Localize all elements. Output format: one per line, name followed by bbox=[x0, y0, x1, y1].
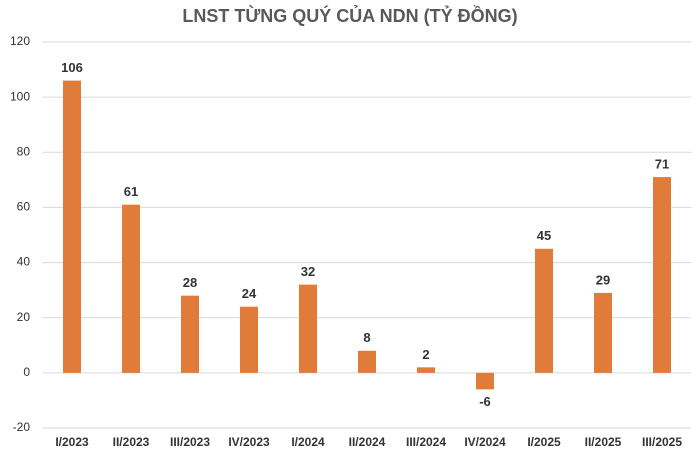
x-tick-label: I/2024 bbox=[291, 435, 325, 449]
x-tick-label: I/2025 bbox=[527, 435, 561, 449]
x-tick-label: III/2024 bbox=[406, 435, 446, 449]
y-tick-label: 20 bbox=[17, 310, 31, 324]
bar bbox=[358, 350, 376, 373]
value-label: 71 bbox=[655, 157, 669, 172]
value-label: 28 bbox=[183, 275, 197, 290]
bar bbox=[653, 177, 671, 373]
y-tick-label: 0 bbox=[23, 365, 30, 379]
value-label: 61 bbox=[124, 184, 138, 199]
bar bbox=[594, 292, 612, 373]
y-tick-label: 120 bbox=[10, 34, 30, 48]
value-label: 8 bbox=[363, 330, 370, 345]
x-tick-label: III/2025 bbox=[642, 435, 682, 449]
bar bbox=[476, 372, 494, 390]
value-label: 24 bbox=[242, 286, 257, 301]
value-label: 45 bbox=[537, 228, 551, 243]
bar bbox=[240, 306, 258, 373]
bar bbox=[122, 204, 140, 373]
y-tick-label: 100 bbox=[10, 89, 30, 103]
bar bbox=[181, 295, 199, 373]
y-tick-label: 40 bbox=[17, 255, 31, 269]
bar bbox=[299, 284, 317, 373]
x-tick-label: I/2023 bbox=[55, 435, 89, 449]
value-label: -6 bbox=[479, 394, 491, 409]
y-tick-label: 80 bbox=[17, 144, 31, 158]
x-tick-label: II/2025 bbox=[585, 435, 622, 449]
value-label: 29 bbox=[596, 272, 610, 287]
bar bbox=[535, 248, 553, 373]
y-tick-label: -20 bbox=[13, 420, 31, 434]
chart-title: LNST TỪNG QUÝ CỦA NDN (TỶ ĐỒNG) bbox=[182, 5, 517, 26]
value-label: 2 bbox=[422, 347, 429, 362]
x-tick-label: IV/2023 bbox=[228, 435, 270, 449]
y-tick-label: 60 bbox=[17, 200, 31, 214]
x-tick-label: II/2023 bbox=[113, 435, 150, 449]
value-label: 32 bbox=[301, 264, 315, 279]
bar bbox=[417, 367, 435, 373]
x-tick-label: II/2024 bbox=[349, 435, 386, 449]
bar bbox=[63, 80, 81, 373]
x-tick-label: IV/2024 bbox=[464, 435, 506, 449]
value-label: 106 bbox=[61, 60, 83, 75]
x-tick-label: III/2023 bbox=[170, 435, 210, 449]
